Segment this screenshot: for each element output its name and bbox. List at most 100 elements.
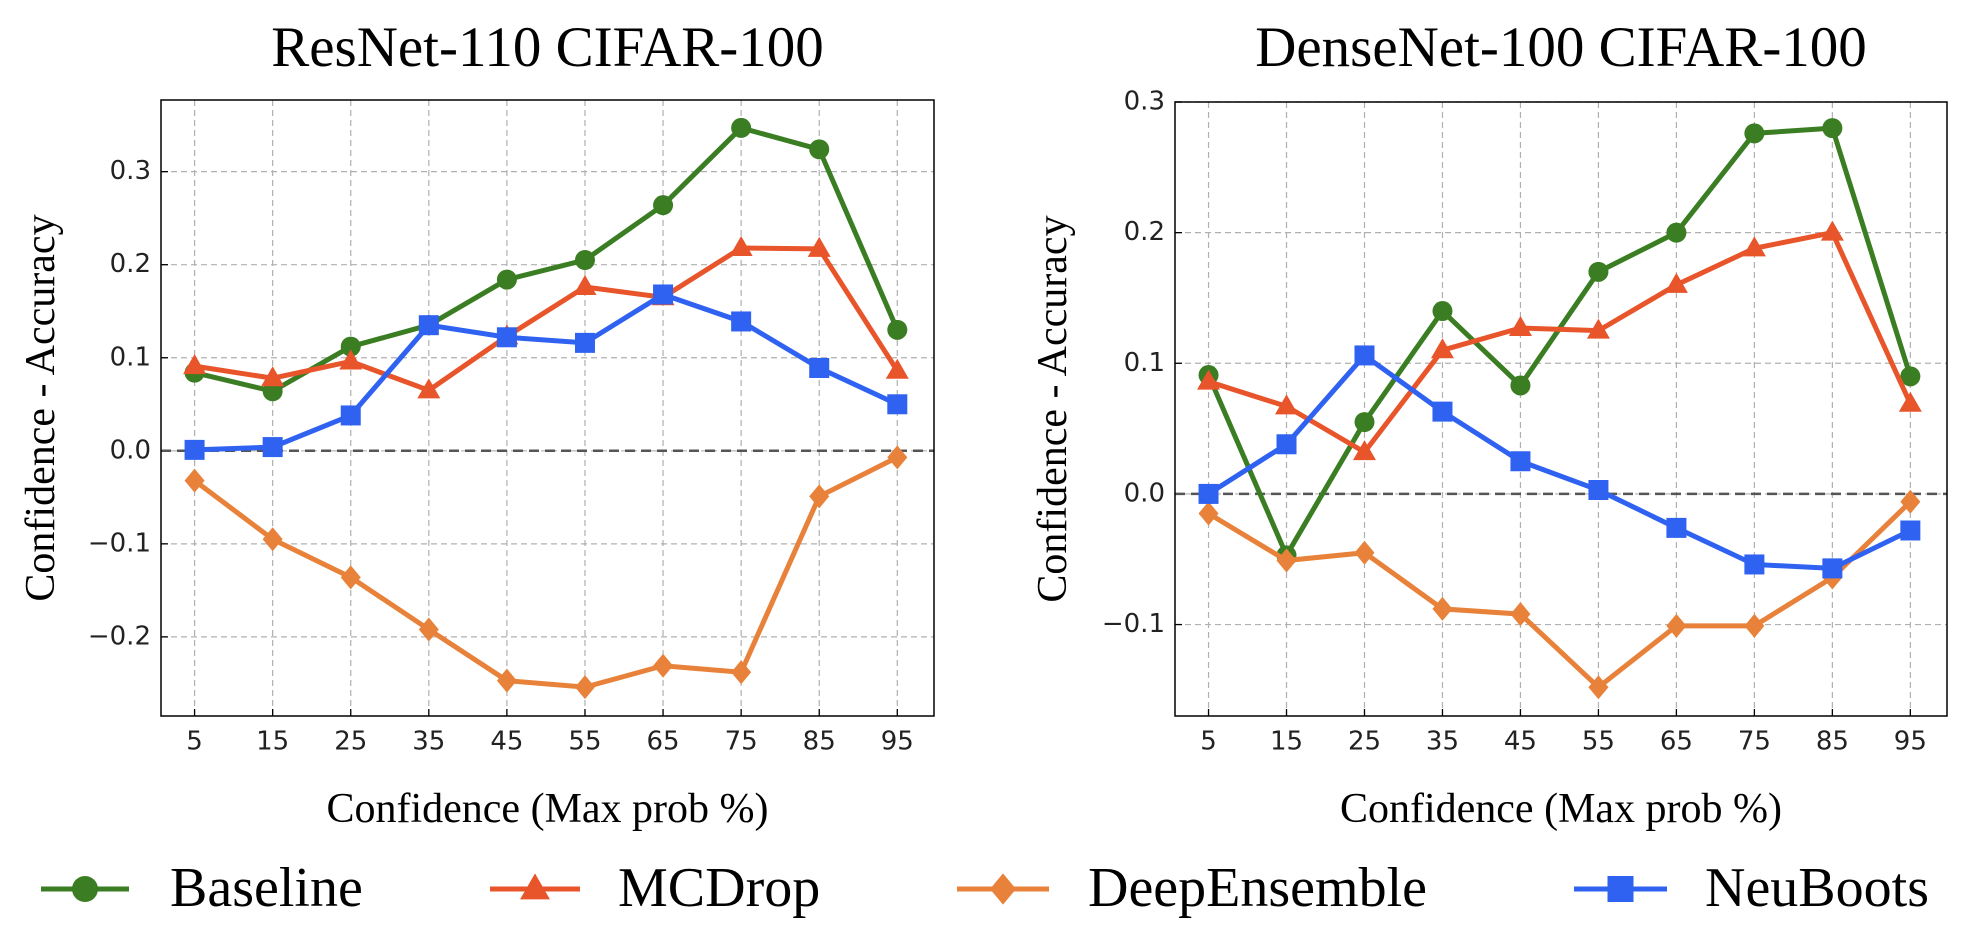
x-tick-label: 5 <box>1200 727 1217 757</box>
marker <box>1742 236 1766 257</box>
legend-label: MCDrop <box>618 857 820 919</box>
marker <box>1432 301 1453 322</box>
y-tick-label: 0.1 <box>1124 348 1165 378</box>
marker <box>262 437 283 458</box>
marker <box>1354 412 1375 433</box>
marker <box>1607 876 1634 902</box>
series-line <box>1206 125 1913 561</box>
x-tick-label: 5 <box>186 727 203 757</box>
marker <box>183 354 207 375</box>
x-tick-label: 25 <box>334 727 367 757</box>
marker <box>1588 261 1609 282</box>
marker <box>809 484 830 509</box>
marker <box>1744 123 1765 144</box>
marker <box>1822 118 1843 139</box>
marker <box>809 139 830 160</box>
chart-title: ResNet-110 CIFAR-100 <box>271 16 824 79</box>
marker <box>1664 272 1688 293</box>
x-tick-label: 95 <box>881 727 914 757</box>
x-axis-label: Confidence (Max prob %) <box>1340 786 1782 832</box>
marker <box>1510 451 1531 472</box>
marker <box>1432 401 1453 422</box>
x-tick-label: 85 <box>1816 727 1849 757</box>
marker <box>731 117 752 138</box>
marker <box>653 284 674 305</box>
x-tick-label: 35 <box>412 727 445 757</box>
marker <box>574 250 595 271</box>
marker <box>1276 434 1297 455</box>
marker <box>1276 548 1297 573</box>
marker <box>1354 540 1375 565</box>
marker <box>340 336 361 357</box>
series-line <box>1207 499 1913 691</box>
x-tick-label: 95 <box>1894 727 1927 757</box>
marker <box>496 269 517 290</box>
marker <box>496 668 517 693</box>
legend-label: NeuBoots <box>1705 857 1929 919</box>
x-tick-label: 55 <box>1582 727 1615 757</box>
series-line <box>1207 229 1913 456</box>
plot-frame <box>160 99 935 717</box>
x-tick-label: 25 <box>1348 727 1381 757</box>
marker <box>729 235 753 256</box>
marker <box>1198 483 1219 504</box>
marker <box>653 195 674 216</box>
marker <box>887 445 908 470</box>
marker <box>1666 517 1687 538</box>
marker <box>1588 479 1609 500</box>
series-line <box>194 291 899 453</box>
legend-label: DeepEnsemble <box>1088 857 1427 919</box>
marker <box>885 358 909 379</box>
marker <box>1900 520 1921 541</box>
y-tick-label: 0.3 <box>1124 87 1165 117</box>
y-tick-label: 0.3 <box>110 156 151 186</box>
marker <box>340 405 361 426</box>
x-tick-label: 65 <box>647 727 680 757</box>
marker <box>653 653 674 678</box>
y-tick-label: 0.2 <box>1124 217 1165 247</box>
y-tick-label: 0.0 <box>110 435 151 465</box>
marker <box>418 617 439 642</box>
marker <box>184 439 205 460</box>
x-tick-label: 35 <box>1426 727 1459 757</box>
marker <box>1198 501 1219 526</box>
marker <box>574 675 595 700</box>
marker <box>1898 391 1922 412</box>
marker <box>809 357 830 378</box>
marker <box>1354 345 1375 366</box>
marker <box>887 319 908 340</box>
marker <box>731 311 752 332</box>
marker <box>520 873 550 900</box>
marker <box>1744 554 1765 575</box>
x-tick-label: 45 <box>490 727 523 757</box>
marker <box>262 527 283 552</box>
marker <box>1666 613 1687 638</box>
marker <box>340 565 361 590</box>
y-tick-label: 0.1 <box>110 342 151 372</box>
marker <box>418 315 439 336</box>
series-line <box>193 455 899 690</box>
marker <box>1900 366 1921 387</box>
marker <box>1744 613 1765 638</box>
marker <box>1510 375 1531 396</box>
marker <box>1197 369 1221 390</box>
y-tick-label: 0.2 <box>110 249 151 279</box>
x-axis-label: Confidence (Max prob %) <box>326 786 768 832</box>
marker <box>1510 602 1531 627</box>
y-tick-label: 0.0 <box>1124 478 1165 508</box>
marker <box>1430 338 1454 359</box>
marker <box>990 873 1016 905</box>
marker <box>807 236 831 257</box>
marker <box>262 381 283 402</box>
y-tick-label: −0.2 <box>88 621 151 651</box>
x-tick-label: 75 <box>725 727 758 757</box>
x-tick-label: 85 <box>803 727 836 757</box>
marker <box>1820 220 1844 241</box>
marker <box>574 332 595 353</box>
marker <box>573 275 597 296</box>
marker <box>1432 596 1453 621</box>
marker <box>496 327 517 348</box>
x-tick-label: 65 <box>1660 727 1693 757</box>
x-tick-label: 75 <box>1738 727 1771 757</box>
x-tick-label: 15 <box>256 727 289 757</box>
